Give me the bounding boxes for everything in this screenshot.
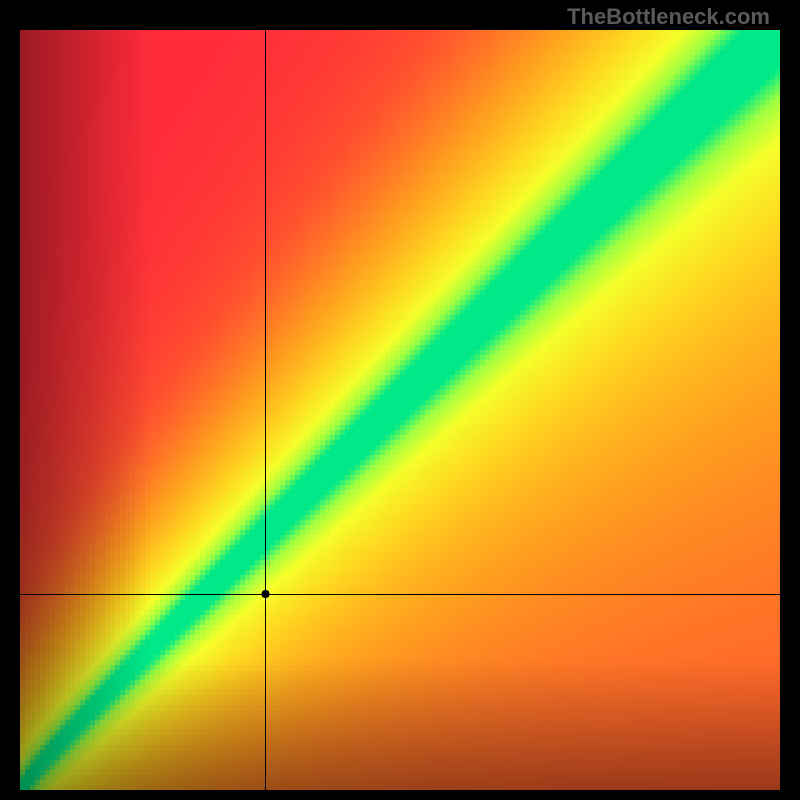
chart-container: TheBottleneck.com [0, 0, 800, 800]
bottleneck-heatmap [20, 30, 780, 790]
attribution-text: TheBottleneck.com [567, 4, 770, 30]
